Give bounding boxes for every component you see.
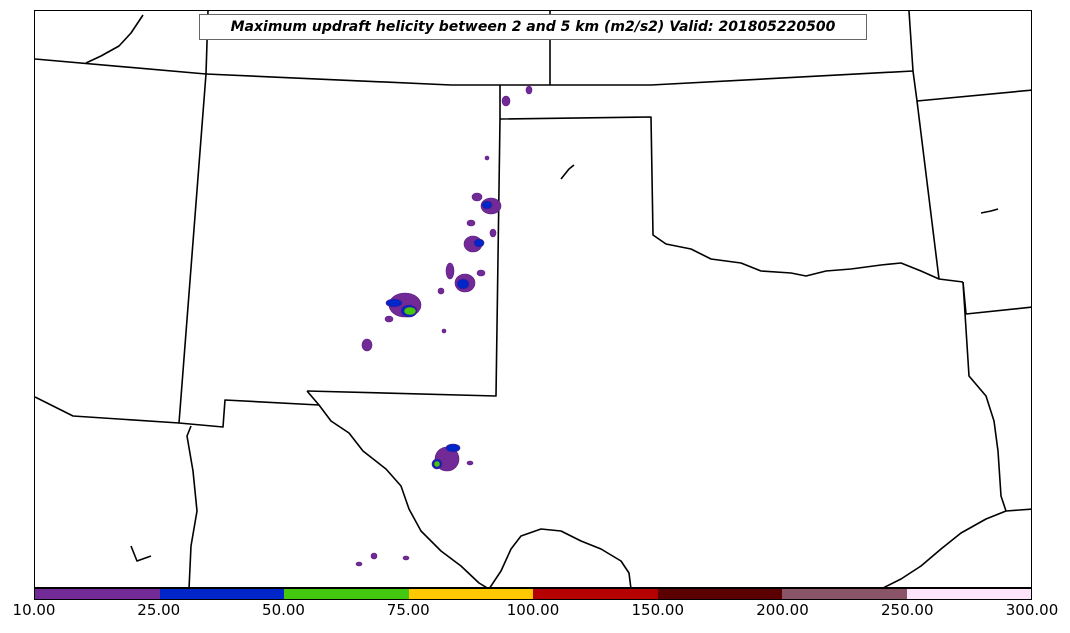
boundary-line (908, 11, 1031, 102)
boundary-line (35, 396, 180, 424)
cell-green (433, 460, 441, 468)
boundary-line (306, 85, 501, 397)
colorbar-segment (408, 589, 533, 599)
colorbar-segment (35, 589, 160, 599)
colorbar (34, 588, 1032, 600)
map-title-box: Maximum updraft helicity between 2 and 5… (199, 14, 867, 40)
cell-purple (466, 460, 474, 466)
map-panel (34, 10, 1032, 588)
boundary-line (186, 425, 198, 587)
colorbar-tick-label: 10.00 (12, 601, 56, 619)
colorbar-segment (657, 589, 782, 599)
cell-purple (355, 561, 363, 567)
boundary-line (962, 281, 1031, 512)
cell-green (403, 306, 417, 316)
cell-purple (525, 85, 533, 95)
cell-purple (402, 555, 410, 561)
cell-purple (471, 192, 483, 202)
colorbar-tick-label: 100.00 (506, 601, 560, 619)
cell-blue (456, 278, 470, 290)
boundary-line (499, 116, 964, 283)
cell-purple (484, 155, 490, 161)
coastline (883, 510, 1007, 587)
boundary-line (205, 70, 914, 86)
boundary-line (35, 58, 207, 75)
boundary-line (980, 208, 999, 214)
helicity-cells (355, 85, 533, 567)
state-boundaries (35, 11, 1031, 587)
cell-blue (385, 298, 403, 308)
cell-blue (481, 200, 493, 210)
boundary-line (85, 14, 144, 64)
boundary-line (306, 390, 488, 587)
cell-purple (501, 95, 511, 107)
cell-purple (437, 287, 445, 295)
boundary-line (130, 545, 152, 562)
boundary-line (178, 11, 320, 428)
colorbar-tick-label: 200.00 (756, 601, 809, 619)
cell-purple (445, 262, 455, 280)
colorbar-segment (533, 589, 658, 599)
cell-purple (370, 552, 378, 560)
boundary-line (916, 100, 940, 280)
colorbar-segment (906, 589, 1031, 599)
cell-purple (384, 315, 394, 323)
colorbar-segment (159, 589, 284, 599)
colorbar-ticks: 10.00 25.00 50.00 75.00 100.00 150.00 200.00 25… (0, 601, 1070, 625)
colorbar-segment (284, 589, 409, 599)
cell-purple (466, 219, 476, 227)
cell-purple (361, 338, 373, 352)
colorbar-tick-label: 300.00 (1005, 601, 1059, 619)
boundary-line (489, 528, 632, 587)
colorbar-tick-label: 150.00 (631, 601, 685, 619)
cell-purple (476, 269, 486, 277)
colorbar-tick-label: 50.00 (262, 601, 305, 619)
boundary-line (560, 164, 575, 180)
cell-purple (489, 228, 497, 238)
map-canvas (35, 11, 1031, 587)
map-title: Maximum updraft helicity between 2 and 5… (230, 19, 836, 35)
cell-blue (445, 443, 461, 453)
cell-blue (473, 238, 485, 248)
cell-purple (441, 328, 447, 334)
colorbar-segment (782, 589, 907, 599)
boundary-line (962, 281, 1031, 315)
colorbar-tick-label: 25.00 (137, 601, 181, 619)
colorbar-tick-label: 250.00 (881, 601, 934, 619)
colorbar-tick-label: 75.00 (386, 601, 430, 619)
